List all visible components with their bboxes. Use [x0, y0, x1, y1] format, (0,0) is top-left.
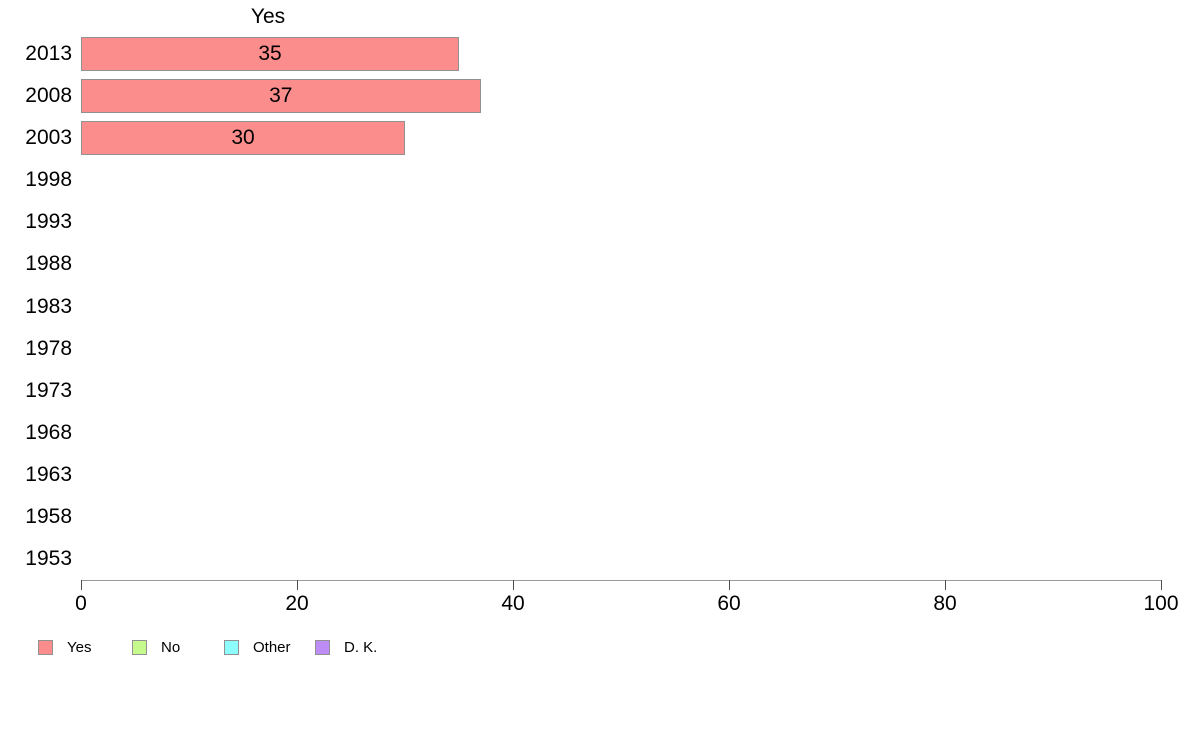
x-axis-tick-label: 60	[717, 592, 741, 615]
chart-title: Yes	[250, 5, 286, 28]
x-axis-tick	[945, 580, 946, 590]
legend-label: Yes	[67, 638, 92, 656]
y-axis-label: 2013	[25, 42, 72, 66]
legend-swatch-icon	[132, 639, 147, 655]
bar-value-label: 30	[231, 126, 255, 150]
x-axis-tick-label: 0	[75, 592, 87, 615]
x-axis-tick-label: 80	[933, 592, 957, 615]
legend-label: D. K.	[344, 638, 378, 656]
y-axis-label: 1983	[25, 294, 72, 318]
legend-item-other: Other	[224, 638, 291, 656]
x-axis-tick	[1161, 580, 1162, 590]
y-axis-label: 2008	[25, 84, 72, 108]
y-axis-label: 1963	[25, 462, 72, 486]
y-axis-label: 1973	[25, 378, 72, 402]
x-axis-line	[81, 580, 1161, 581]
legend-swatch-icon	[38, 639, 53, 655]
legend-label: Other	[253, 638, 291, 656]
legend-swatch-icon	[224, 639, 239, 655]
y-axis-label: 1968	[25, 420, 72, 444]
x-axis-tick-label: 100	[1143, 592, 1179, 615]
x-axis-tick	[513, 580, 514, 590]
bar-2003: 30	[81, 121, 405, 156]
x-axis-tick	[297, 580, 298, 590]
y-axis-label: 1958	[25, 504, 72, 528]
bar-2013: 35	[81, 37, 459, 72]
x-axis-tick-label: 20	[285, 592, 309, 615]
y-axis-label: 1953	[25, 546, 72, 570]
bar-value-label: 37	[269, 84, 293, 108]
x-axis-tick	[729, 580, 730, 590]
legend-item-dk: D. K.	[315, 638, 377, 656]
legend-swatch-icon	[315, 639, 330, 655]
bar-value-label: 35	[258, 42, 282, 66]
x-axis-tick-label: 40	[501, 592, 525, 615]
x-axis-tick	[81, 580, 82, 590]
y-axis-label: 1978	[25, 336, 72, 360]
legend-label: No	[161, 638, 181, 656]
y-axis-label: 1988	[25, 252, 72, 276]
y-axis-label: 1993	[25, 210, 72, 234]
legend-item-yes: Yes	[38, 638, 91, 656]
legend-item-no: No	[132, 638, 180, 656]
y-axis-label: 1998	[25, 168, 72, 192]
bar-2008: 37	[81, 79, 481, 114]
y-axis-label: 2003	[25, 126, 72, 150]
